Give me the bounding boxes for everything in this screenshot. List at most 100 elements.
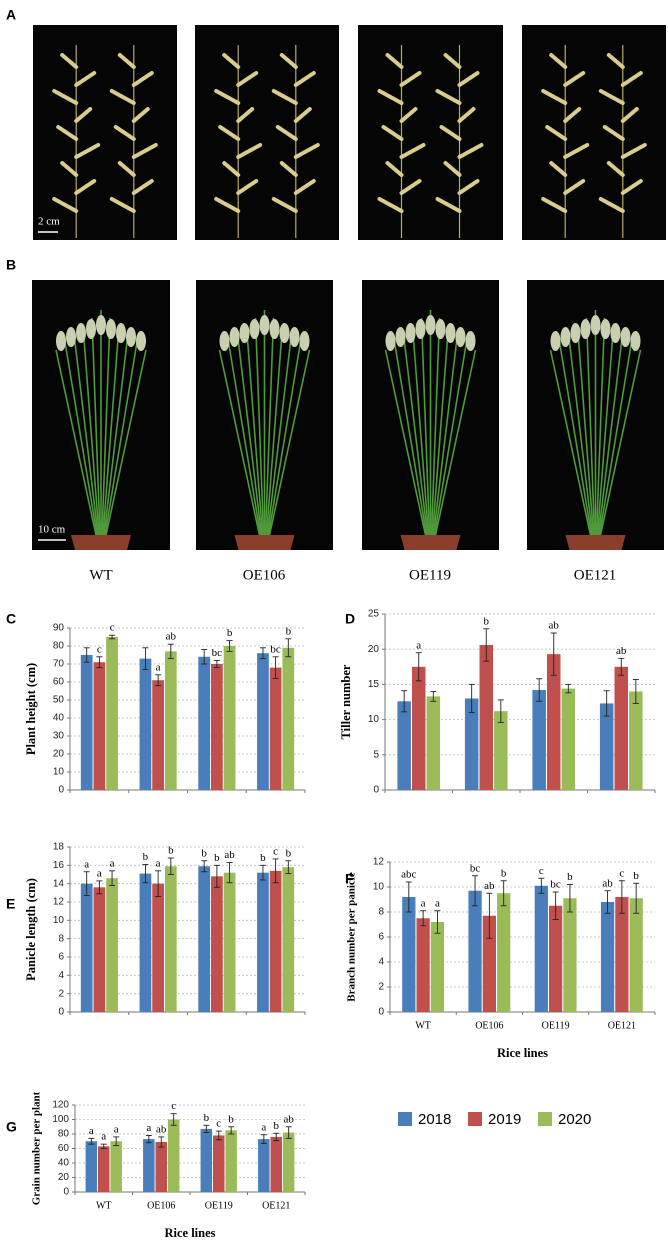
branch bbox=[399, 107, 418, 123]
branch bbox=[131, 71, 154, 87]
y-tick-label: 25 bbox=[368, 609, 380, 620]
bar bbox=[106, 878, 118, 1012]
value-label: b bbox=[286, 847, 292, 859]
y-tick-label: 10 bbox=[373, 882, 385, 893]
error-bar bbox=[228, 1126, 235, 1135]
error-bar bbox=[158, 1136, 165, 1148]
value-label: abc bbox=[401, 869, 416, 881]
value-label: a bbox=[156, 857, 161, 869]
bar bbox=[258, 1139, 270, 1192]
y-tick-label: 4 bbox=[378, 957, 384, 968]
error-bar bbox=[213, 659, 220, 669]
branch bbox=[293, 71, 316, 87]
branch bbox=[117, 53, 136, 69]
panicle bbox=[56, 331, 66, 351]
value-label: a bbox=[421, 897, 426, 909]
error-bar bbox=[483, 628, 490, 662]
legend-swatch bbox=[398, 1112, 412, 1126]
branch bbox=[52, 197, 79, 213]
error-bar bbox=[142, 863, 149, 884]
panicle bbox=[279, 323, 290, 343]
pot bbox=[234, 535, 295, 550]
value-label: b bbox=[274, 1120, 280, 1132]
photo bbox=[358, 25, 503, 240]
leaf bbox=[64, 341, 98, 536]
bar bbox=[270, 1136, 282, 1192]
bar bbox=[257, 653, 269, 790]
y-tick-label: 5 bbox=[373, 749, 379, 760]
error-bar bbox=[434, 910, 441, 934]
branch bbox=[293, 179, 316, 195]
bar bbox=[497, 893, 511, 1012]
error-bar bbox=[405, 881, 412, 913]
y-tick-label: 10 bbox=[53, 767, 65, 778]
panicle bbox=[560, 327, 571, 347]
y-tick-label: 0 bbox=[378, 1007, 384, 1018]
branch bbox=[214, 197, 241, 213]
bar bbox=[93, 887, 106, 1012]
branch bbox=[236, 143, 263, 159]
branch bbox=[214, 89, 241, 105]
error-bar bbox=[472, 875, 479, 907]
branch bbox=[620, 179, 643, 195]
y-axis-label: Grain number per plant bbox=[31, 1091, 43, 1205]
y-tick-label: 40 bbox=[58, 1158, 70, 1169]
value-label: c bbox=[619, 867, 624, 879]
value-label: c bbox=[216, 1118, 221, 1130]
bar bbox=[198, 866, 211, 1012]
leaf bbox=[402, 333, 429, 536]
branch bbox=[598, 197, 625, 213]
bar bbox=[430, 922, 445, 1012]
leaf bbox=[91, 317, 101, 536]
panicle bbox=[630, 331, 641, 351]
y-tick-label: 0 bbox=[58, 1007, 64, 1018]
panicle bbox=[299, 331, 310, 351]
value-label: ab bbox=[616, 645, 627, 657]
panicle bbox=[76, 323, 86, 343]
bar bbox=[599, 703, 614, 790]
legend-label: 2018 bbox=[418, 1111, 451, 1128]
y-tick-label: 8 bbox=[58, 933, 64, 944]
y-tick-label: 0 bbox=[373, 785, 379, 796]
panicle bbox=[116, 323, 126, 343]
error-bar bbox=[401, 690, 408, 713]
error-bar bbox=[552, 891, 559, 920]
branch bbox=[293, 107, 312, 123]
branch bbox=[563, 143, 590, 159]
y-tick-label: 20 bbox=[53, 749, 65, 760]
y-axis-label: Plant height (cm) bbox=[24, 663, 38, 755]
bar bbox=[110, 1141, 122, 1192]
panicle bbox=[405, 323, 416, 343]
photo-row-b bbox=[32, 280, 664, 550]
y-tick-label: 12 bbox=[373, 857, 385, 868]
bar bbox=[106, 637, 118, 790]
value-label: b bbox=[567, 871, 573, 883]
pot bbox=[71, 535, 131, 550]
bar bbox=[426, 696, 441, 790]
branch bbox=[222, 161, 241, 177]
leaf bbox=[55, 349, 97, 536]
branch bbox=[443, 161, 462, 177]
y-tick-label: 30 bbox=[53, 731, 65, 742]
error-bar bbox=[603, 690, 610, 717]
branch bbox=[74, 107, 93, 123]
panicle bbox=[96, 315, 106, 335]
panicle bbox=[570, 323, 581, 343]
y-axis-label: Branch number per panicle bbox=[346, 872, 358, 1002]
panel-label: F bbox=[345, 871, 354, 887]
branch bbox=[222, 53, 241, 69]
panicle bbox=[620, 327, 631, 347]
error-bar bbox=[285, 1126, 292, 1139]
branch bbox=[620, 71, 643, 87]
value-label: b bbox=[227, 627, 233, 639]
error-bar bbox=[604, 890, 611, 914]
error-bar bbox=[155, 674, 162, 687]
bar bbox=[164, 866, 177, 1012]
leaf bbox=[218, 349, 261, 536]
branch bbox=[109, 197, 136, 213]
y-tick-label: 2 bbox=[378, 982, 384, 993]
bar bbox=[614, 666, 628, 790]
y-tick-label: 15 bbox=[368, 679, 380, 690]
bar bbox=[468, 890, 482, 1012]
leaf bbox=[434, 349, 477, 536]
